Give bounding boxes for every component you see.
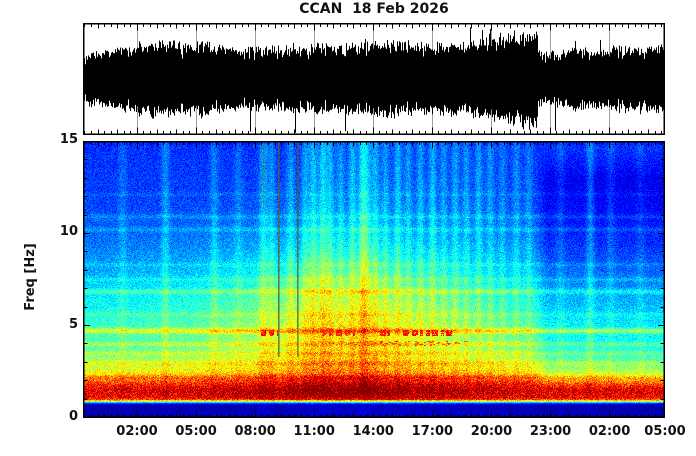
freq-tick-label: 10 [59,224,78,240]
spectrogram-canvas [83,141,665,418]
time-tick-label: 20:00 [470,424,513,439]
time-tick-label: 23:00 [529,424,572,439]
time-tick-label: 08:00 [234,424,276,439]
freq-tick-label: 15 [59,132,78,147]
time-tick-label: 02:00 [588,424,631,439]
figure-title: CCAN 18 Feb 2026 [299,1,449,17]
time-tick-label: 05:00 [644,424,686,439]
freq-tick-label: 5 [68,316,78,332]
time-tick-label: 14:00 [352,424,394,439]
time-tick-label: 05:00 [175,424,217,439]
freq-tick-label: 0 [68,409,78,424]
seismogram-canvas [83,23,665,135]
time-tick-label: 02:00 [116,424,158,439]
time-tick-label: 11:00 [293,424,335,439]
freq-axis-label: Freq [Hz] [23,243,38,311]
time-tick-label: 17:00 [411,424,454,439]
